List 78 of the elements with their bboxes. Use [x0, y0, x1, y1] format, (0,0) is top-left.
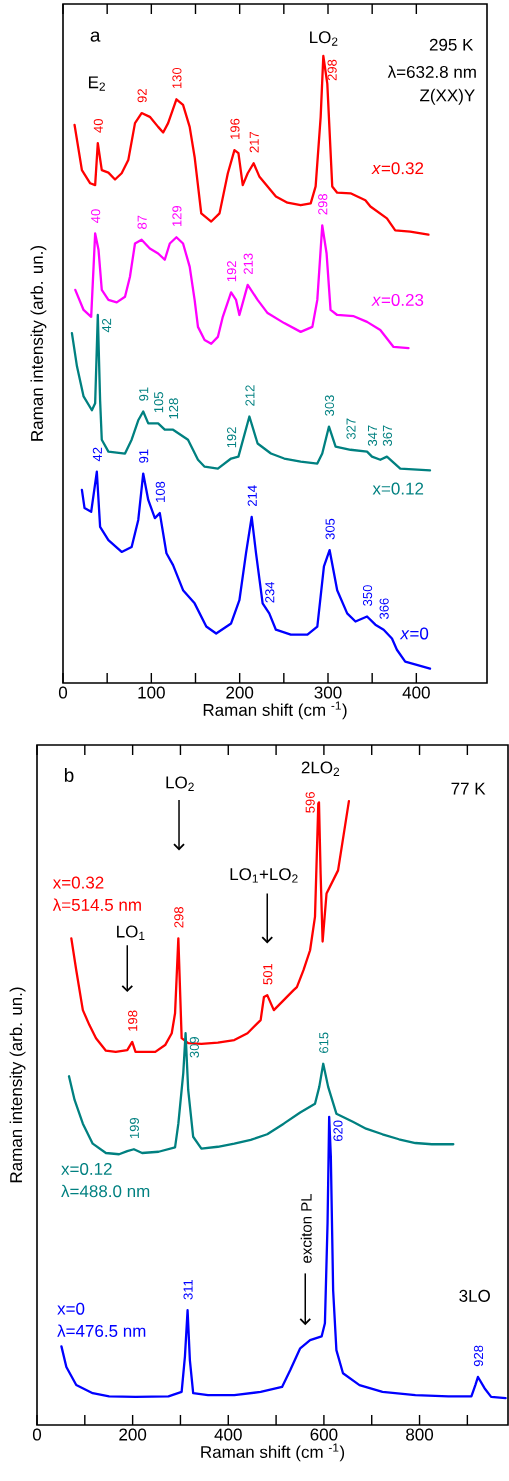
text: 2LO$_{2}$	[301, 761, 340, 776]
annotation: 40	[91, 209, 101, 223]
y-axis-title: Raman intensity (arb. un.)	[30, 245, 47, 441]
annotation: 42	[92, 447, 102, 462]
x-tick-label: 100	[138, 686, 165, 699]
annotation: 214	[247, 485, 257, 506]
text: 77 K	[451, 782, 486, 795]
annotation: 928	[473, 1345, 484, 1367]
annotation: LO$_{1}$+LO$_{2}$	[230, 868, 298, 883]
annotation: λ=514.5 nm	[52, 898, 141, 911]
annotation: 303	[324, 395, 335, 416]
annotation: 196	[230, 118, 240, 139]
annotation: 129	[172, 205, 182, 227]
annotation: λ=476.5 nm	[57, 1324, 146, 1337]
text: LO$_{2}$	[166, 776, 194, 791]
annotation: 213	[243, 253, 253, 275]
annotation: 615	[319, 1032, 329, 1053]
x-tick-label: 400	[214, 1428, 242, 1441]
text: x=0.32	[52, 876, 104, 889]
annotation: 91	[139, 449, 149, 463]
annotation: 212	[245, 385, 255, 406]
annotation: λ=632.8 nm	[387, 65, 476, 78]
series-label: x=0.23	[371, 293, 424, 306]
x-axis-title: Raman shift (cm $^{-1}$)	[201, 1443, 345, 1462]
text: 295 K	[429, 38, 474, 51]
annotation: E$_{2}$	[88, 76, 105, 91]
annotation: 40	[93, 119, 103, 133]
annotation: 92	[137, 89, 147, 103]
annotation: 501	[263, 963, 273, 985]
series-label: x=0.12	[61, 1162, 112, 1175]
x-tick-label: 600	[310, 1428, 338, 1441]
annotation: 366	[379, 598, 389, 619]
annotation: 105	[154, 392, 164, 413]
annotation: 620	[333, 1120, 343, 1142]
x-tick-label: 0	[32, 1428, 42, 1441]
y-axis-title: Raman intensity (arb. un.)	[9, 987, 26, 1183]
text: b	[64, 767, 74, 782]
annotation: 367	[382, 425, 393, 446]
x-tick-label: 200	[119, 1428, 147, 1441]
annotation: 347	[367, 425, 378, 446]
annotation: 130	[172, 67, 182, 89]
annotation: 199	[129, 1117, 139, 1139]
annotation: 305	[325, 518, 335, 540]
annotation: 87	[137, 215, 147, 229]
annotation: 327	[346, 418, 356, 440]
annotation: 198	[128, 1010, 138, 1031]
annotation: λ=488.0 nm	[61, 1184, 150, 1198]
annotation: 350	[362, 585, 373, 606]
annotation: 192	[227, 261, 237, 282]
annotation: 91	[139, 387, 149, 401]
series-label: x=0	[57, 1302, 85, 1315]
text: LO$_{2}$	[310, 31, 338, 46]
text: a	[90, 31, 101, 42]
annotation: Z(XX)Y	[420, 88, 475, 105]
annotation: exciton PL	[300, 1193, 312, 1263]
x-axis-title: Raman shift (cm $^{-1}$)	[203, 701, 347, 720]
annotation: 311	[183, 1279, 193, 1300]
annotation: LO$_{1}$	[117, 925, 145, 940]
annotation: 128	[168, 398, 179, 419]
annotation: 234	[265, 581, 275, 603]
series-label: x=0.12	[372, 482, 424, 495]
annotation: 3LO	[459, 1289, 490, 1302]
annotation: 596	[305, 792, 315, 813]
annotation: 192	[227, 427, 237, 448]
annotation: 108	[155, 481, 165, 502]
series-label: x=0.32	[371, 162, 424, 175]
annotation: 298	[327, 59, 337, 81]
annotation: 42	[102, 318, 112, 333]
annotation: 298	[318, 193, 328, 215]
x-tick-label: 400	[402, 686, 430, 699]
annotation: 217	[249, 132, 259, 153]
x-tick-label: 800	[406, 1428, 434, 1441]
series-label: x=0	[399, 627, 429, 640]
x-tick-label: 300	[314, 686, 342, 699]
annotation: 298	[174, 907, 184, 928]
annotation: 309	[189, 1037, 199, 1058]
x-tick-label: 0	[58, 686, 68, 699]
x-tick-label: 200	[226, 686, 254, 699]
